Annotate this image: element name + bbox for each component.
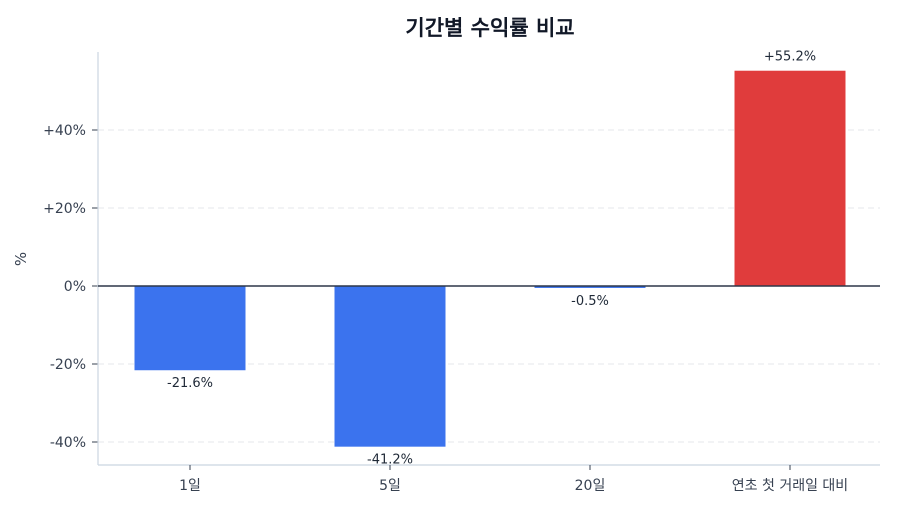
y-tick-label: +40% bbox=[43, 123, 86, 139]
bar bbox=[734, 70, 846, 286]
bar bbox=[334, 286, 446, 447]
value-label: -41.2% bbox=[367, 453, 413, 468]
x-tick-label: 1일 bbox=[179, 478, 201, 494]
chart-title: 기간별 수익률 비교 bbox=[405, 16, 575, 40]
bar bbox=[134, 286, 246, 371]
value-label: +55.2% bbox=[764, 50, 816, 65]
bar bbox=[534, 286, 646, 288]
y-tick-label: +20% bbox=[43, 201, 86, 217]
y-tick-label: -40% bbox=[50, 435, 86, 451]
y-tick-label: -20% bbox=[50, 357, 86, 373]
y-tick-label: 0% bbox=[64, 279, 86, 295]
x-tick-label: 20일 bbox=[575, 478, 606, 494]
x-tick-label: 연초 첫 거래일 대비 bbox=[732, 478, 848, 494]
x-tick-label: 5일 bbox=[379, 478, 401, 494]
value-label: -21.6% bbox=[167, 376, 213, 391]
value-label: -0.5% bbox=[571, 294, 609, 309]
